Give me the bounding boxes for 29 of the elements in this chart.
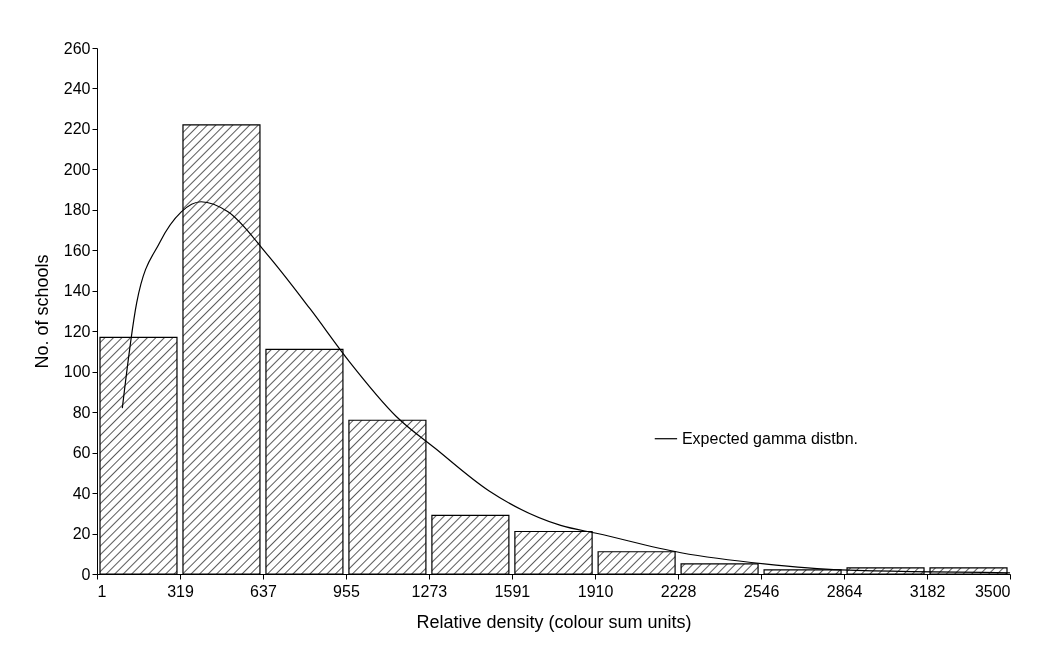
y-tick-label: 160: [63, 241, 91, 259]
x-tick-label: 1273: [411, 582, 448, 600]
x-tick-label: 319: [167, 582, 194, 600]
y-tick-label: 40: [72, 484, 91, 502]
x-tick-label: 1: [97, 582, 107, 600]
x-tick-label: 2864: [826, 582, 863, 600]
y-tick-label: 240: [63, 79, 91, 97]
y-tick-label: 120: [63, 322, 91, 340]
y-tick-label: 260: [63, 39, 91, 57]
y-tick-label: 20: [72, 525, 91, 543]
y-tick-label: 180: [63, 201, 91, 219]
x-tick-label: 1910: [577, 582, 614, 600]
x-tick-label: 2546: [743, 582, 780, 600]
x-tick-label: 3182: [909, 582, 946, 600]
y-tick-label: 220: [63, 120, 91, 138]
y-axis-title: No. of schools: [31, 254, 52, 369]
y-tick-label: 100: [63, 363, 91, 381]
x-axis-title: Relative density (colour sum units): [416, 611, 692, 632]
y-tick-label: 140: [63, 282, 91, 300]
y-tick-label: 0: [81, 565, 91, 583]
x-tick-label: 1591: [494, 582, 531, 600]
y-tick-label: 80: [72, 403, 91, 421]
x-tick-label: 3500: [974, 582, 1011, 600]
x-tick-label: 637: [250, 582, 277, 600]
x-tick-label: 955: [333, 582, 360, 600]
y-tick-label: 60: [72, 444, 91, 462]
y-tick-label: 200: [63, 160, 91, 178]
legend-label: Expected gamma distbn.: [681, 429, 859, 447]
x-tick-label: 2228: [660, 582, 697, 600]
